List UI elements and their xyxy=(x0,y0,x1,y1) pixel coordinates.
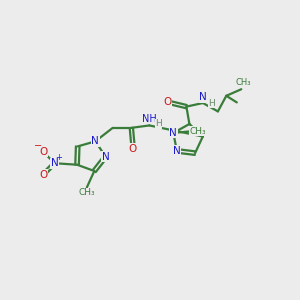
Text: N: N xyxy=(169,128,177,138)
Text: O: O xyxy=(39,147,47,157)
Text: +: + xyxy=(55,153,62,162)
Text: CH₃: CH₃ xyxy=(79,188,95,197)
Text: H: H xyxy=(156,119,162,128)
Text: CH₃: CH₃ xyxy=(190,127,206,136)
Text: N: N xyxy=(173,146,181,156)
Text: O: O xyxy=(39,169,47,180)
Text: CH₃: CH₃ xyxy=(235,78,250,87)
Text: H: H xyxy=(208,98,215,107)
Text: N: N xyxy=(102,152,110,161)
Text: −: − xyxy=(34,141,42,152)
Text: NH: NH xyxy=(142,114,157,124)
Text: N: N xyxy=(199,92,207,102)
Text: N: N xyxy=(92,136,99,146)
Text: O: O xyxy=(163,98,171,107)
Text: N: N xyxy=(51,158,58,168)
Text: O: O xyxy=(129,143,137,154)
